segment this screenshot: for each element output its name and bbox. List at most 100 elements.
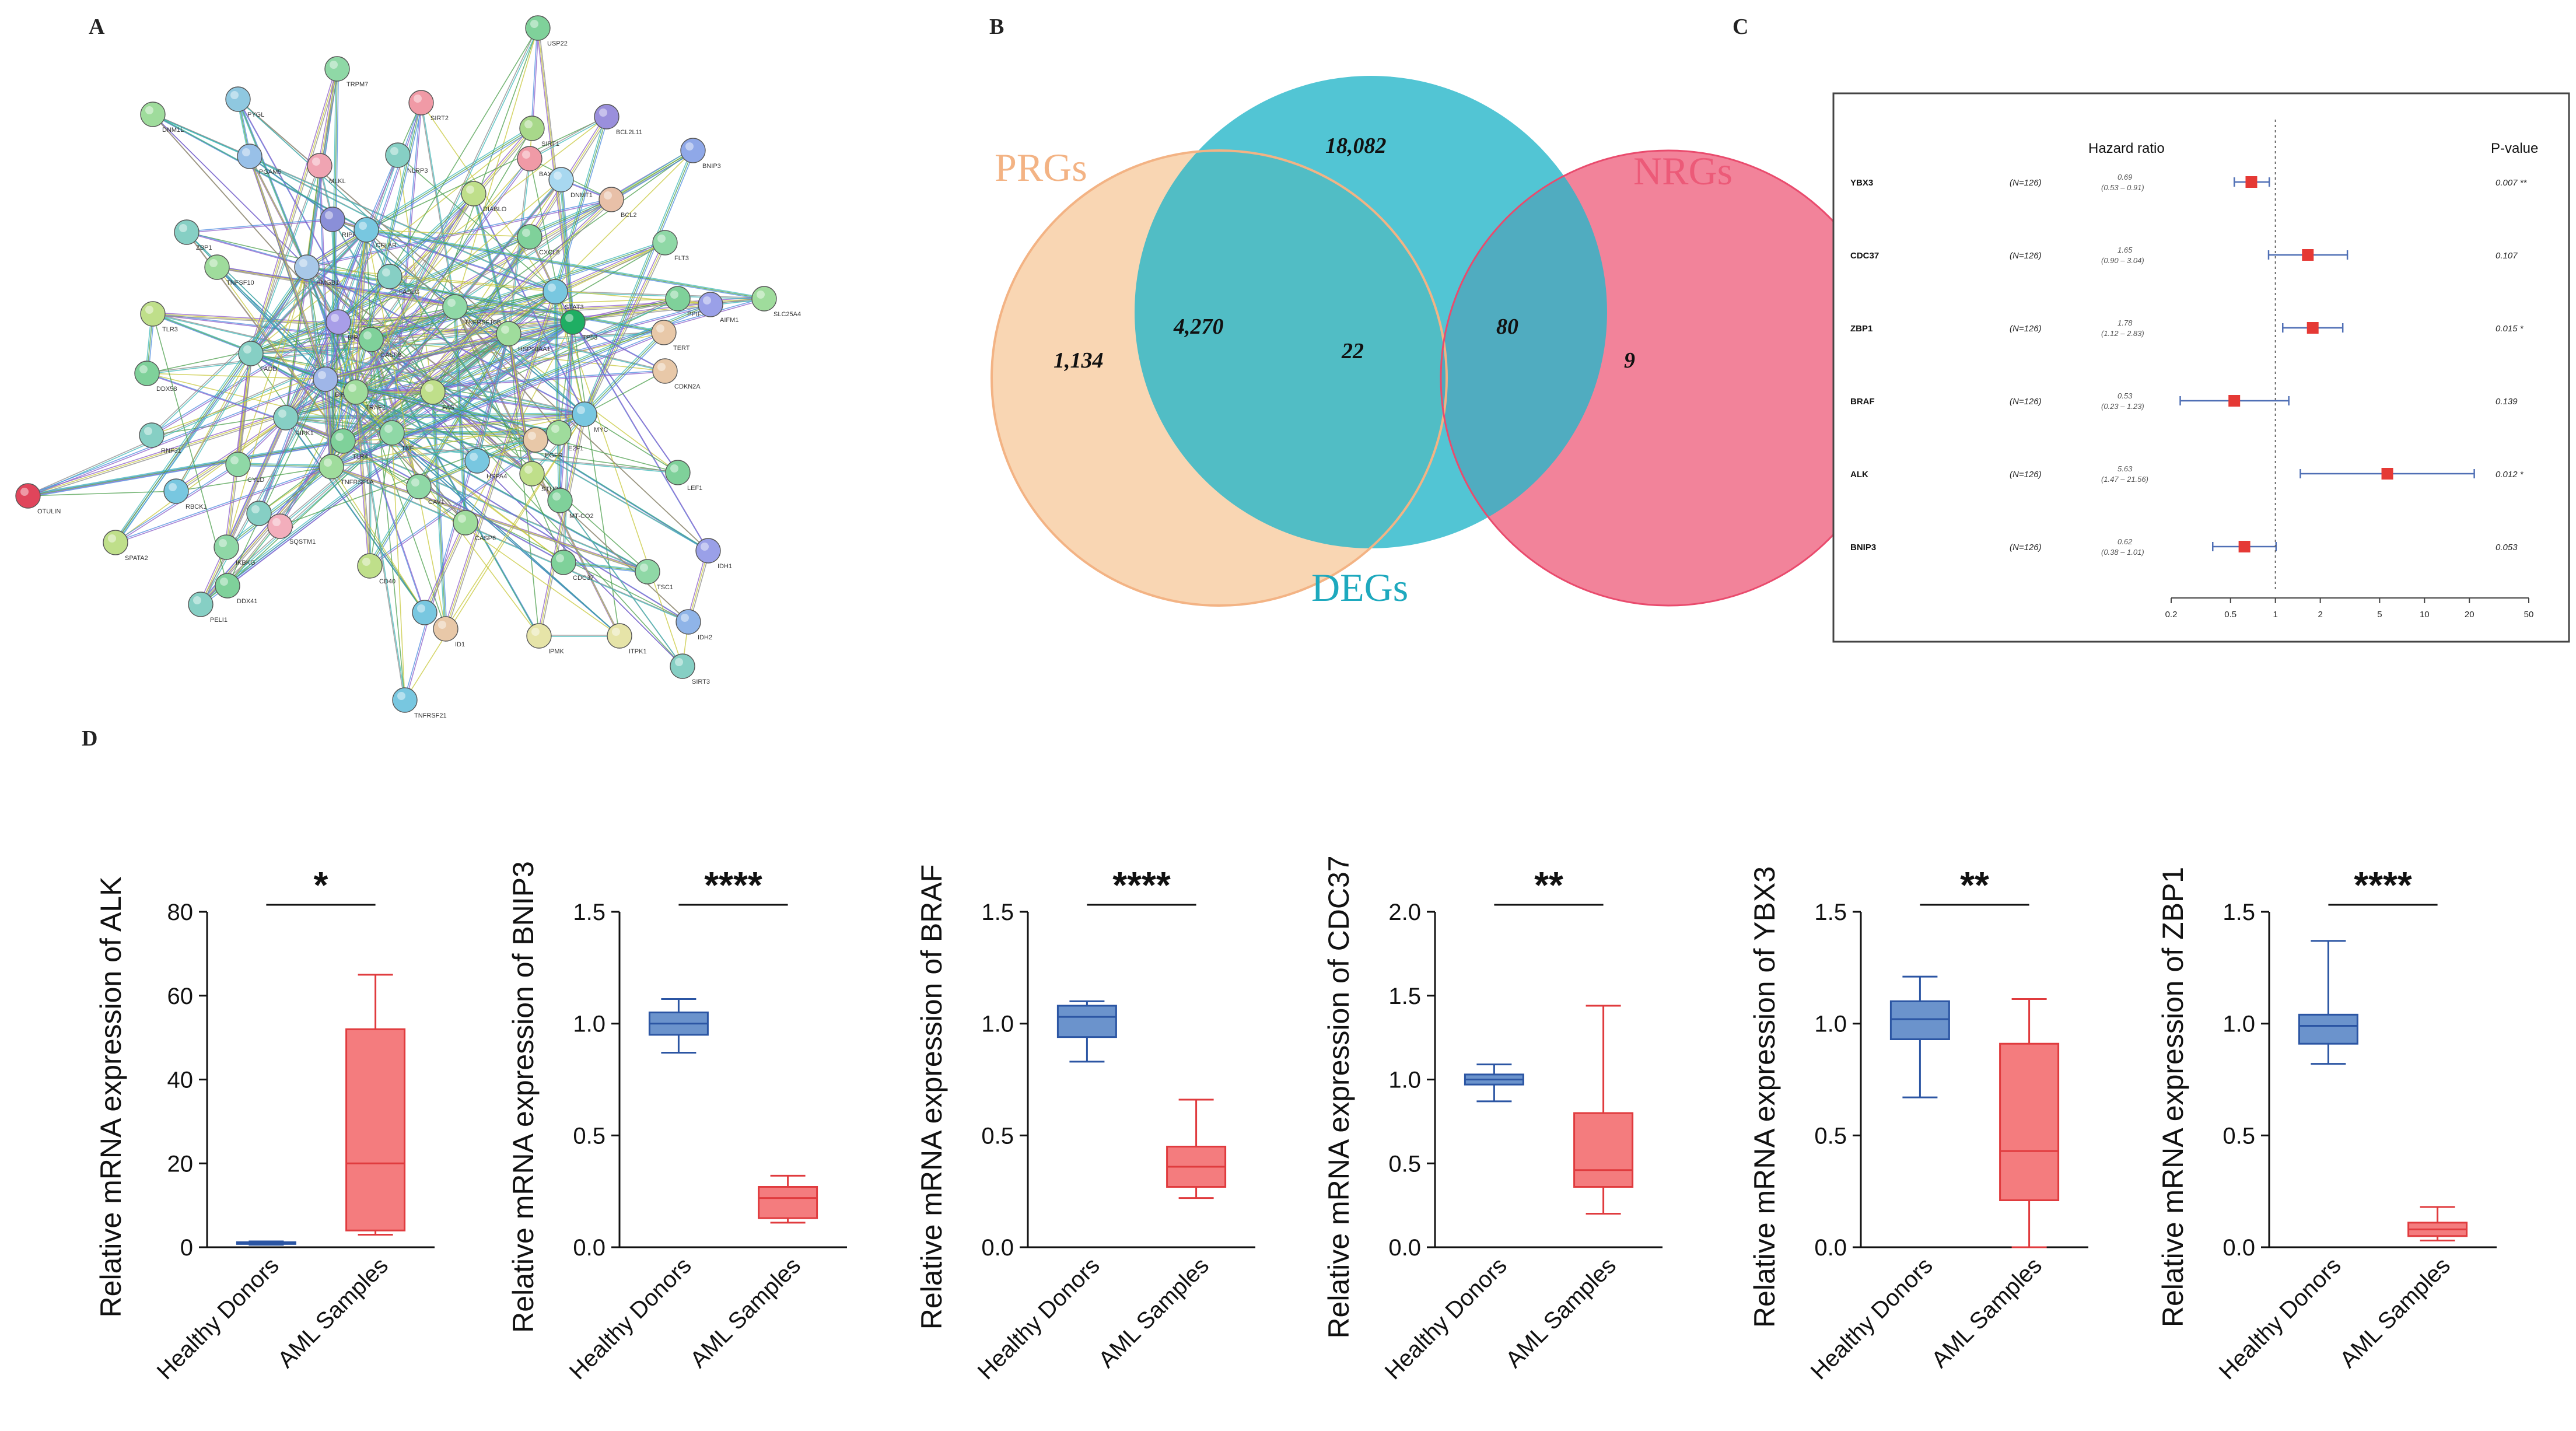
ppi-edge xyxy=(225,352,250,546)
ppi-node-circle xyxy=(174,219,200,245)
ppi-edge xyxy=(355,229,367,393)
ppi-node: TLR3 xyxy=(140,301,178,333)
forest-n-label: (N=126) xyxy=(2010,324,2042,334)
ppi-node-label: CASP6 xyxy=(475,535,496,542)
y-tick-label: 1.0 xyxy=(1388,1068,1421,1093)
ppi-edge xyxy=(432,391,708,551)
forest-n-label: (N=126) xyxy=(2010,178,2042,188)
ppi-edge xyxy=(365,154,398,230)
ppi-edge xyxy=(326,380,621,638)
y-tick-label: 1.5 xyxy=(1388,984,1421,1009)
ppi-node-highlight xyxy=(470,453,478,461)
ppi-node-circle xyxy=(433,616,459,642)
ppi-edge xyxy=(251,200,613,355)
forest-p-value: 0.139 xyxy=(2496,397,2518,407)
ppi-edge xyxy=(116,467,332,544)
ppi-edge xyxy=(585,151,695,416)
ppi-edge xyxy=(318,67,337,165)
ppi-edge xyxy=(554,291,764,299)
ppi-edge xyxy=(331,292,556,468)
ppi-node: HMGB1 xyxy=(294,254,339,286)
venn-outline-prgs xyxy=(991,149,1448,607)
ppi-node-label: MYC xyxy=(594,426,608,433)
ppi-node-label: HMGB1 xyxy=(316,279,339,286)
ppi-edge xyxy=(150,229,366,435)
ppi-edge xyxy=(366,229,530,237)
ppi-edge xyxy=(114,466,331,543)
forest-hr-marker xyxy=(2245,176,2258,188)
ppi-node-circle xyxy=(442,294,468,320)
ppi-edge xyxy=(319,68,338,166)
ppi-edge xyxy=(356,194,475,394)
ppi-edge xyxy=(356,292,556,393)
ppi-edge xyxy=(583,241,664,414)
ppi-edge xyxy=(585,333,666,416)
ppi-node-label: NLRP3 xyxy=(407,167,428,174)
forest-row: ALK (N=126) 5.63 (1.47 – 21.56) 0.012 * xyxy=(1850,464,2524,484)
ppi-edge xyxy=(26,439,342,495)
ppi-node-highlight xyxy=(179,224,187,232)
ppi-node-highlight xyxy=(382,268,390,277)
ppi-edge xyxy=(343,441,565,564)
ppi-node: RIPK3 xyxy=(320,207,360,239)
ppi-edge xyxy=(250,128,533,354)
box-healthy-donors xyxy=(1889,975,1950,1098)
ppi-node: BAX xyxy=(517,146,552,178)
ppi-node: E2F1 xyxy=(546,420,583,452)
forest-n-label: (N=126) xyxy=(2010,543,2042,552)
ppi-node-highlight xyxy=(501,326,509,334)
ppi-node-circle xyxy=(420,379,446,405)
ppi-node-label: TSC1 xyxy=(657,584,673,591)
ppi-node-highlight xyxy=(145,106,153,114)
ppi-edge xyxy=(29,323,575,498)
ppi-edge xyxy=(325,379,678,473)
y-tick-label: 1.5 xyxy=(981,900,1014,925)
venn-label-degs: DEGs xyxy=(1311,565,1408,610)
x-category-label: Healthy Donors xyxy=(1806,1252,1938,1384)
ppi-node-highlight xyxy=(299,259,307,267)
y-tick-label: 0.5 xyxy=(573,1123,606,1149)
ppi-node-circle xyxy=(379,420,405,446)
ppi-edges xyxy=(26,26,766,701)
ppi-edge xyxy=(331,467,690,623)
y-axis-label: Relative mRNA expression of CDC37 xyxy=(1322,855,1355,1338)
y-tick-label: 1.5 xyxy=(1814,900,1847,925)
ppi-edge xyxy=(320,70,339,167)
forest-ci-value: (1.47 – 21.56) xyxy=(2101,475,2148,484)
ppi-edge xyxy=(354,192,473,391)
ppi-node-circle xyxy=(751,286,777,312)
forest-p-value: 0.012 * xyxy=(2496,470,2524,480)
forest-ci-value: (0.53 – 0.91) xyxy=(2101,183,2144,192)
ppi-node-highlight xyxy=(447,299,456,307)
ppi-node-highlight xyxy=(458,515,466,523)
forest-hr-value: 0.62 xyxy=(2118,537,2133,546)
ppi-node-circle xyxy=(461,181,487,207)
ppi-edge xyxy=(372,340,541,638)
ppi-edge xyxy=(226,466,332,548)
boxplot-1: 0 20 40 60 80 Relative mRNA expression of ALK… xyxy=(94,864,435,1384)
ppi-node-highlight xyxy=(528,432,536,440)
ppi-edge xyxy=(425,523,467,614)
y-tick-label: 1.0 xyxy=(981,1012,1014,1037)
ppi-node-highlight xyxy=(670,291,678,299)
ppi-edge xyxy=(306,267,711,305)
y-tick-label: 0.5 xyxy=(2222,1123,2255,1149)
ppi-node-circle xyxy=(188,592,214,617)
ppi-node: MLKL xyxy=(307,153,346,185)
ppi-node-label: PYGL xyxy=(247,111,264,118)
ppi-edge xyxy=(216,267,456,307)
ppi-node-highlight xyxy=(318,371,326,379)
ppi-node-label: DNM1L xyxy=(162,127,184,134)
y-tick-label: 0.0 xyxy=(981,1235,1014,1261)
ppi-node-highlight xyxy=(670,464,678,473)
forest-hr-marker xyxy=(2381,468,2393,480)
ppi-node: USP22 xyxy=(525,15,568,47)
ppi-edge xyxy=(556,243,667,293)
ppi-edge xyxy=(573,322,679,474)
ppi-edge xyxy=(153,114,251,158)
ppi-node: HSP90AA1 xyxy=(496,321,551,353)
ppi-node-highlight xyxy=(193,596,201,604)
ppi-edge xyxy=(355,391,477,461)
ppi-node-highlight xyxy=(438,621,446,629)
ppi-node-label: TLR3 xyxy=(162,326,178,333)
